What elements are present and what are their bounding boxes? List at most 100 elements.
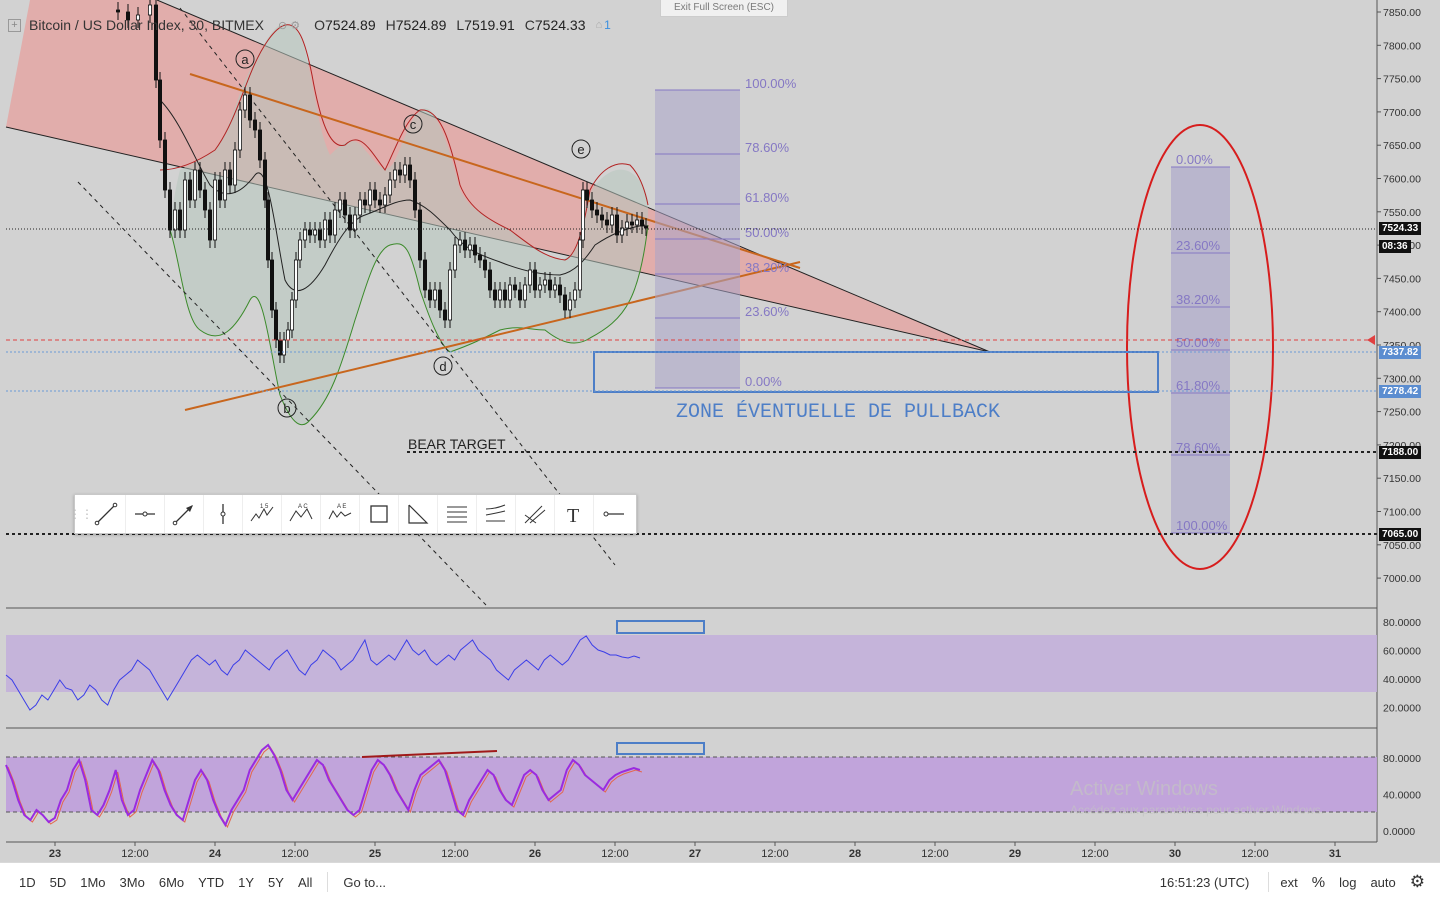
- candle: [452, 244, 457, 271]
- time-axis[interactable]: 23 12:00 24 12:00 25 12:00 26 12:00 27 12:00 28 12:…: [49, 842, 1341, 860]
- level-7337-tag: 7337.82: [1379, 346, 1422, 359]
- high-value: 7524.89: [395, 17, 447, 33]
- candle: [293, 259, 298, 301]
- dashed-channel-line[interactable]: [179, 7, 616, 566]
- rsi-axis[interactable]: 80.0000 60.0000 40.0000 20.0000: [1383, 617, 1421, 715]
- svg-text:A C: A C: [298, 504, 308, 510]
- stoch-axis[interactable]: 80.0000 40.0000 0.0000: [1383, 753, 1421, 838]
- indicators-icon[interactable]: ⌂: [595, 19, 603, 31]
- range-6mo[interactable]: 6Mo: [158, 874, 185, 890]
- fib-retracement-icon[interactable]: [477, 495, 516, 533]
- bollinger-fill: [170, 23, 648, 425]
- horizontal-line-icon[interactable]: [594, 495, 632, 533]
- candle: [558, 284, 563, 296]
- candle: [563, 294, 568, 311]
- fib-left-level-label: 61.80%: [745, 190, 790, 205]
- range-1y[interactable]: 1Y: [238, 874, 255, 890]
- level-7188-tag: 7188.00: [1379, 446, 1422, 459]
- candle: [640, 219, 645, 227]
- candle: [182, 179, 187, 231]
- vertical-line-icon[interactable]: [204, 495, 243, 533]
- chart-area[interactable]: a b c d e 100.00% 78.60% 61.80% 50.00% 38.20…: [0, 0, 1440, 862]
- time-tick: 12:00: [761, 848, 789, 860]
- rsi-highlight-box[interactable]: [616, 620, 705, 634]
- symbol-legend[interactable]: + Bitcoin / US Dollar Index, 30, BITMEX …: [8, 14, 617, 36]
- candle: [615, 214, 620, 236]
- symbol-title[interactable]: Bitcoin / US Dollar Index, 30, BITMEX: [29, 17, 264, 33]
- bottom-toolbar: 1D 5D 1Mo 3Mo 6Mo YTD 1Y 5Y All Go to...…: [0, 862, 1440, 901]
- elliott-impulse-icon[interactable]: 1 5: [243, 495, 282, 533]
- trend-line-icon[interactable]: [87, 495, 126, 533]
- dashed-channel-line[interactable]: [77, 181, 487, 606]
- range-3mo[interactable]: 3Mo: [119, 874, 145, 890]
- price-tick: 7700.00: [1383, 107, 1421, 119]
- range-5d[interactable]: 5D: [49, 874, 67, 890]
- candle: [467, 244, 472, 251]
- pitchfork-icon[interactable]: [516, 495, 555, 533]
- wave-label-c: c: [410, 117, 417, 132]
- ext-toggle[interactable]: ext: [1280, 874, 1298, 890]
- stoch-highlight-box[interactable]: [616, 742, 705, 755]
- indicator-count[interactable]: 1: [604, 18, 611, 32]
- time-tick: 12:00: [1241, 848, 1269, 860]
- fib-right-level-label: 100.00%: [1176, 518, 1228, 533]
- triangle-pattern-icon[interactable]: [399, 495, 438, 533]
- range-ytd[interactable]: YTD: [198, 874, 225, 890]
- fib-right-level-label: 23.60%: [1176, 238, 1221, 253]
- candle: [277, 339, 282, 356]
- arrow-icon[interactable]: [165, 495, 204, 533]
- grip-icon[interactable]: ⋮⋮: [69, 507, 93, 521]
- candle: [307, 229, 312, 236]
- candle: [262, 159, 267, 201]
- chart-canvas[interactable]: a b c d e 100.00% 78.60% 61.80% 50.00% 38.20…: [0, 0, 1440, 862]
- target-ellipse[interactable]: [1126, 124, 1274, 570]
- range-1mo[interactable]: 1Mo: [80, 874, 106, 890]
- candle: [625, 221, 630, 229]
- rsi-line[interactable]: [5, 635, 641, 711]
- candle: [502, 289, 507, 301]
- alert-marker[interactable]: [1367, 335, 1375, 345]
- candle: [332, 209, 337, 236]
- divergence-line[interactable]: [361, 750, 498, 758]
- price-axis[interactable]: 7850.00 7800.00 7750.00 7700.00 7650.00 7600.…: [1377, 7, 1421, 585]
- candle: [347, 214, 352, 231]
- elliott-correction-icon[interactable]: A C: [282, 495, 321, 533]
- candle: [252, 119, 257, 131]
- candle: [513, 284, 518, 291]
- collapse-icon[interactable]: +: [8, 18, 21, 32]
- candle: [273, 309, 278, 341]
- price-tick: 7100.00: [1383, 507, 1421, 519]
- exit-fullscreen-button[interactable]: Exit Full Screen (ESC): [660, 0, 788, 17]
- range-1d[interactable]: 1D: [19, 874, 36, 890]
- drawing-toolbar[interactable]: ⋮⋮ 1 5 A C A E T: [69, 494, 637, 534]
- stoch-k-line[interactable]: [5, 743, 641, 828]
- candle: [472, 244, 477, 256]
- auto-toggle[interactable]: auto: [1370, 874, 1396, 890]
- candle: [635, 219, 640, 226]
- log-toggle[interactable]: log: [1339, 874, 1357, 890]
- clock[interactable]: 16:51:23 (UTC): [1159, 874, 1250, 890]
- range-all[interactable]: All: [297, 874, 313, 890]
- range-5y[interactable]: 5Y: [268, 874, 284, 890]
- candlestick-series[interactable]: [116, 0, 649, 363]
- text-icon[interactable]: T: [555, 495, 594, 533]
- settings-icons[interactable]: ⊙ ⚙: [277, 19, 301, 32]
- parallel-channel-icon[interactable]: [438, 495, 477, 533]
- time-tick: 26: [529, 848, 541, 860]
- goto-button[interactable]: Go to...: [343, 874, 387, 890]
- svg-text:A E: A E: [337, 504, 346, 510]
- elliott-triangle-icon[interactable]: A E: [321, 495, 360, 533]
- time-tick: 29: [1009, 848, 1021, 860]
- gear-icon[interactable]: ⚙: [1409, 872, 1425, 891]
- horizontal-ray-icon[interactable]: [126, 495, 165, 533]
- fib-left-level-label: 78.60%: [745, 140, 790, 155]
- candle: [327, 219, 332, 236]
- svg-text:T: T: [567, 505, 579, 527]
- percent-toggle[interactable]: %: [1311, 873, 1326, 891]
- time-tick: 12:00: [1081, 848, 1109, 860]
- candle: [518, 289, 523, 301]
- svg-text:1 5: 1 5: [260, 504, 269, 510]
- fib-left-level-label: 23.60%: [745, 304, 790, 319]
- rectangle-icon[interactable]: [360, 495, 399, 533]
- price-tick: 7400.00: [1383, 307, 1421, 319]
